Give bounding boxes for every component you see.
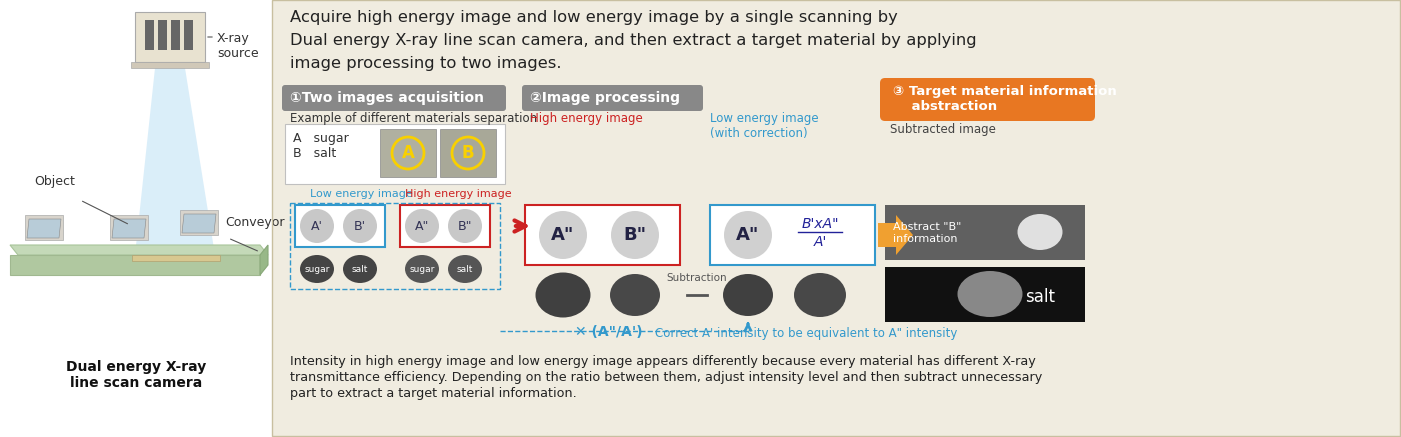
- Bar: [132, 62, 209, 68]
- Ellipse shape: [609, 274, 660, 316]
- Polygon shape: [10, 245, 268, 255]
- Text: Subtraction: Subtraction: [667, 273, 727, 283]
- Bar: [144, 20, 154, 50]
- Circle shape: [611, 211, 658, 259]
- Text: Example of different materials separation: Example of different materials separatio…: [290, 112, 537, 125]
- Text: sugar: sugar: [409, 264, 434, 274]
- Text: B": B": [623, 226, 647, 244]
- Bar: [440, 129, 496, 177]
- Polygon shape: [134, 68, 214, 255]
- Bar: [272, 0, 1400, 436]
- Circle shape: [539, 211, 587, 259]
- Bar: [179, 210, 219, 235]
- Text: transmittance efficiency. Depending on the ratio between them, adjust intensity : transmittance efficiency. Depending on t…: [290, 371, 1042, 384]
- Text: Correct A' intensity to be equivalent to A" intensity: Correct A' intensity to be equivalent to…: [656, 327, 957, 340]
- Bar: [132, 255, 220, 261]
- Polygon shape: [10, 255, 261, 275]
- Ellipse shape: [723, 274, 773, 316]
- Bar: [111, 215, 149, 240]
- Text: Object: Object: [35, 175, 76, 188]
- Text: A': A': [311, 219, 324, 232]
- Ellipse shape: [343, 255, 377, 283]
- Text: A": A": [415, 219, 429, 232]
- Text: A": A": [552, 226, 574, 244]
- Bar: [885, 267, 1084, 322]
- Polygon shape: [27, 219, 62, 238]
- Ellipse shape: [957, 271, 1023, 317]
- Polygon shape: [878, 215, 913, 255]
- Text: ①Two images acquisition: ①Two images acquisition: [290, 91, 483, 105]
- FancyBboxPatch shape: [523, 85, 703, 111]
- Bar: [296, 205, 385, 247]
- Text: A   sugar
B   salt: A sugar B salt: [293, 132, 349, 160]
- Text: salt: salt: [352, 264, 368, 274]
- Bar: [284, 124, 504, 184]
- Polygon shape: [112, 219, 146, 238]
- Text: Conveyor: Conveyor: [226, 216, 284, 229]
- Ellipse shape: [794, 273, 846, 317]
- Text: A": A": [737, 226, 759, 244]
- Bar: [380, 129, 436, 177]
- Text: Acquire high energy image and low energy image by a single scanning by: Acquire high energy image and low energy…: [290, 10, 898, 25]
- Bar: [25, 215, 63, 240]
- Bar: [0, 0, 272, 437]
- Bar: [525, 205, 679, 265]
- Circle shape: [448, 209, 482, 243]
- Bar: [134, 12, 205, 62]
- Text: image processing to two images.: image processing to two images.: [290, 56, 562, 71]
- Text: A: A: [402, 144, 415, 162]
- FancyBboxPatch shape: [282, 85, 506, 111]
- Text: Dual energy X-ray
line scan camera: Dual energy X-ray line scan camera: [66, 360, 206, 390]
- Bar: [710, 205, 876, 265]
- Text: B': B': [354, 219, 366, 232]
- Bar: [885, 205, 1084, 260]
- Ellipse shape: [300, 255, 333, 283]
- Circle shape: [300, 209, 333, 243]
- Bar: [158, 20, 167, 50]
- Ellipse shape: [448, 255, 482, 283]
- Bar: [184, 20, 193, 50]
- Text: salt: salt: [1026, 288, 1055, 306]
- Polygon shape: [261, 245, 268, 275]
- Ellipse shape: [405, 255, 439, 283]
- FancyBboxPatch shape: [880, 78, 1096, 121]
- Text: X-ray
source: X-ray source: [217, 32, 259, 60]
- Text: Subtracted image: Subtracted image: [890, 123, 996, 136]
- Polygon shape: [182, 214, 216, 233]
- Text: B'xA": B'xA": [801, 217, 839, 231]
- Circle shape: [405, 209, 439, 243]
- Bar: [171, 20, 179, 50]
- Text: Low energy image
(with correction): Low energy image (with correction): [710, 112, 818, 140]
- Ellipse shape: [1017, 214, 1062, 250]
- Text: Intensity in high energy image and low energy image appears differently because : Intensity in high energy image and low e…: [290, 355, 1035, 368]
- Text: ✕ (A"/A'): ✕ (A"/A'): [574, 325, 643, 339]
- Text: ③ Target material information
    abstraction: ③ Target material information abstractio…: [892, 85, 1117, 113]
- Text: A': A': [814, 235, 827, 249]
- Text: B": B": [458, 219, 472, 232]
- Text: Abstract "B"
information: Abstract "B" information: [892, 222, 961, 244]
- Circle shape: [724, 211, 772, 259]
- Bar: [401, 205, 490, 247]
- Text: B: B: [462, 144, 475, 162]
- Ellipse shape: [535, 273, 590, 318]
- Text: ②Image processing: ②Image processing: [530, 91, 679, 105]
- Text: High energy image: High energy image: [405, 189, 511, 199]
- Text: Dual energy X-ray line scan camera, and then extract a target material by applyi: Dual energy X-ray line scan camera, and …: [290, 33, 976, 48]
- Bar: [290, 203, 500, 289]
- Text: Low energy image: Low energy image: [310, 189, 413, 199]
- Text: part to extract a target material information.: part to extract a target material inform…: [290, 387, 577, 400]
- Text: salt: salt: [457, 264, 474, 274]
- Bar: [272, 0, 1401, 437]
- Circle shape: [343, 209, 377, 243]
- Text: High energy image: High energy image: [530, 112, 643, 125]
- Text: sugar: sugar: [304, 264, 329, 274]
